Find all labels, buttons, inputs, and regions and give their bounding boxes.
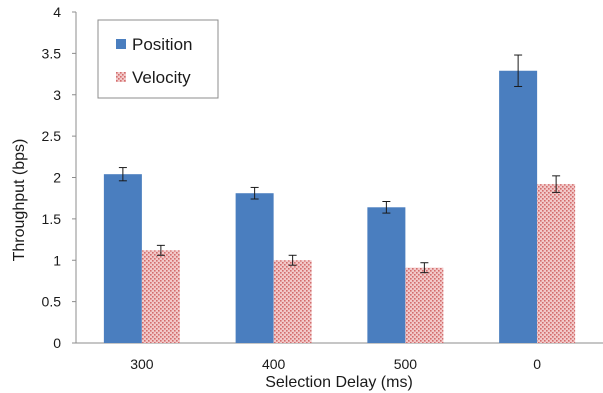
error-bars [118,54,561,274]
y-tick-label: 3.5 [42,45,62,61]
legend-label-velocity: Velocity [132,68,191,87]
x-axis-title: Selection Delay (ms) [265,374,413,391]
legend-swatch-velocity [116,72,126,82]
x-axis-ticks: 300 400 500 0 [130,356,541,372]
y-tick-label: 1 [53,252,61,268]
y-axis-title: Throughput (bps) [11,139,28,262]
y-tick-label: 1.5 [42,211,62,227]
y-tick-label: 3 [53,87,61,103]
plot-area: 0 0.5 1 1.5 2 2.5 3 3.5 4 300 400 500 0 [42,4,603,372]
legend-swatch-position [116,39,126,49]
legend-frame [97,19,219,99]
bar-velocity [273,260,312,343]
y-tick-label: 2 [53,170,61,186]
y-tick-label: 2.5 [42,128,62,144]
legend-label-position: Position [132,35,192,54]
bar-position [103,174,142,343]
bar-series [103,70,576,343]
bar-position [499,70,538,343]
bar-velocity [141,250,180,343]
x-tick-label: 500 [394,356,418,372]
bar-position [235,193,274,343]
bar-position [367,207,406,343]
bar-velocity [405,267,444,343]
y-tick-label: 0 [53,335,61,351]
x-tick-label: 0 [533,356,541,372]
y-tick-label: 4 [53,4,61,20]
y-tick-label: 0.5 [42,294,62,310]
bar-velocity [537,184,576,343]
legend: Position Velocity [97,19,219,99]
x-tick-label: 300 [130,356,154,372]
x-tick-label: 400 [262,356,286,372]
y-axis-ticks: 0 0.5 1 1.5 2 2.5 3 3.5 4 [42,4,76,351]
